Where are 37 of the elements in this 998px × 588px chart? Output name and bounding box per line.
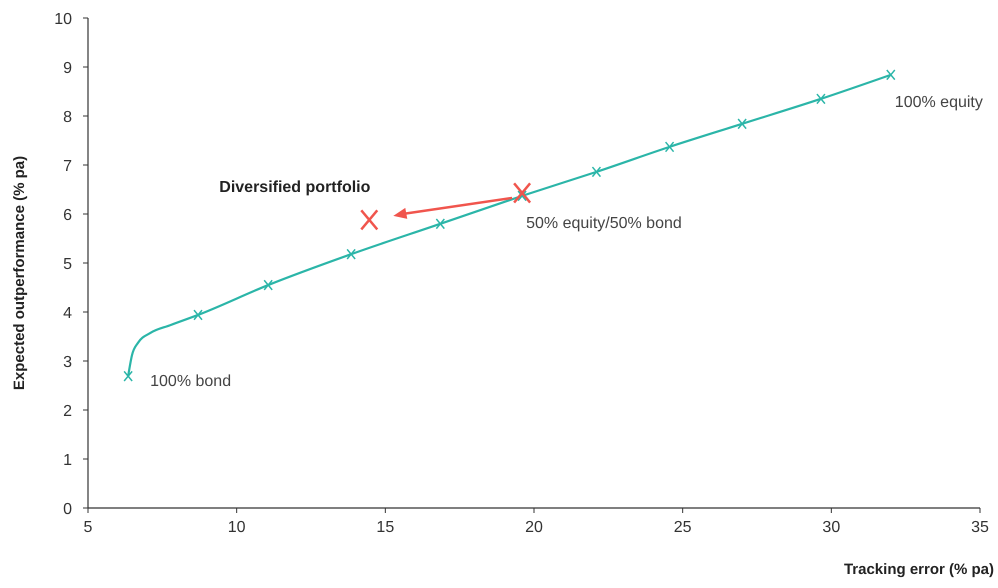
x-tick-label: 35 [971, 519, 989, 536]
annotation: 100% bond [150, 373, 232, 390]
point [512, 182, 532, 204]
point [360, 209, 379, 231]
point [346, 248, 356, 260]
x-tick-label: 5 [84, 519, 93, 536]
y-tick-label: 4 [63, 305, 72, 322]
point [263, 280, 273, 291]
y-tick-label: 0 [63, 501, 72, 518]
y-tick-label: 6 [63, 207, 72, 224]
point [664, 141, 674, 152]
y-tick-label: 8 [63, 109, 72, 126]
x-axis-title: Tracking error (% pa) [844, 561, 994, 578]
annotation: 50% equity/50% bond [526, 214, 682, 232]
point [123, 370, 133, 382]
x-tick-label: 25 [674, 519, 692, 536]
point [517, 190, 527, 202]
point [737, 118, 747, 130]
point [816, 93, 826, 104]
point [193, 309, 203, 320]
annotation: 100% equity [894, 94, 983, 111]
annotation: Diversified portfolio [219, 178, 371, 196]
y-tick-label: 1 [63, 452, 72, 469]
point [436, 218, 446, 230]
y-tick-label: 9 [63, 60, 72, 77]
x-tick-label: 20 [525, 519, 543, 536]
y-tick-label: 3 [63, 354, 72, 371]
x-tick-label: 15 [376, 519, 394, 536]
y-tick-label: 5 [63, 256, 72, 273]
point [592, 166, 602, 178]
x-tick-label: 30 [822, 519, 840, 536]
x-tick-label: 10 [228, 519, 246, 536]
y-tick-label: 10 [54, 11, 72, 28]
y-tick-label: 2 [63, 403, 72, 420]
y-axis-title: Expected outperformance (% pa) [11, 156, 28, 390]
y-tick-label: 7 [63, 158, 72, 175]
point [886, 69, 896, 80]
